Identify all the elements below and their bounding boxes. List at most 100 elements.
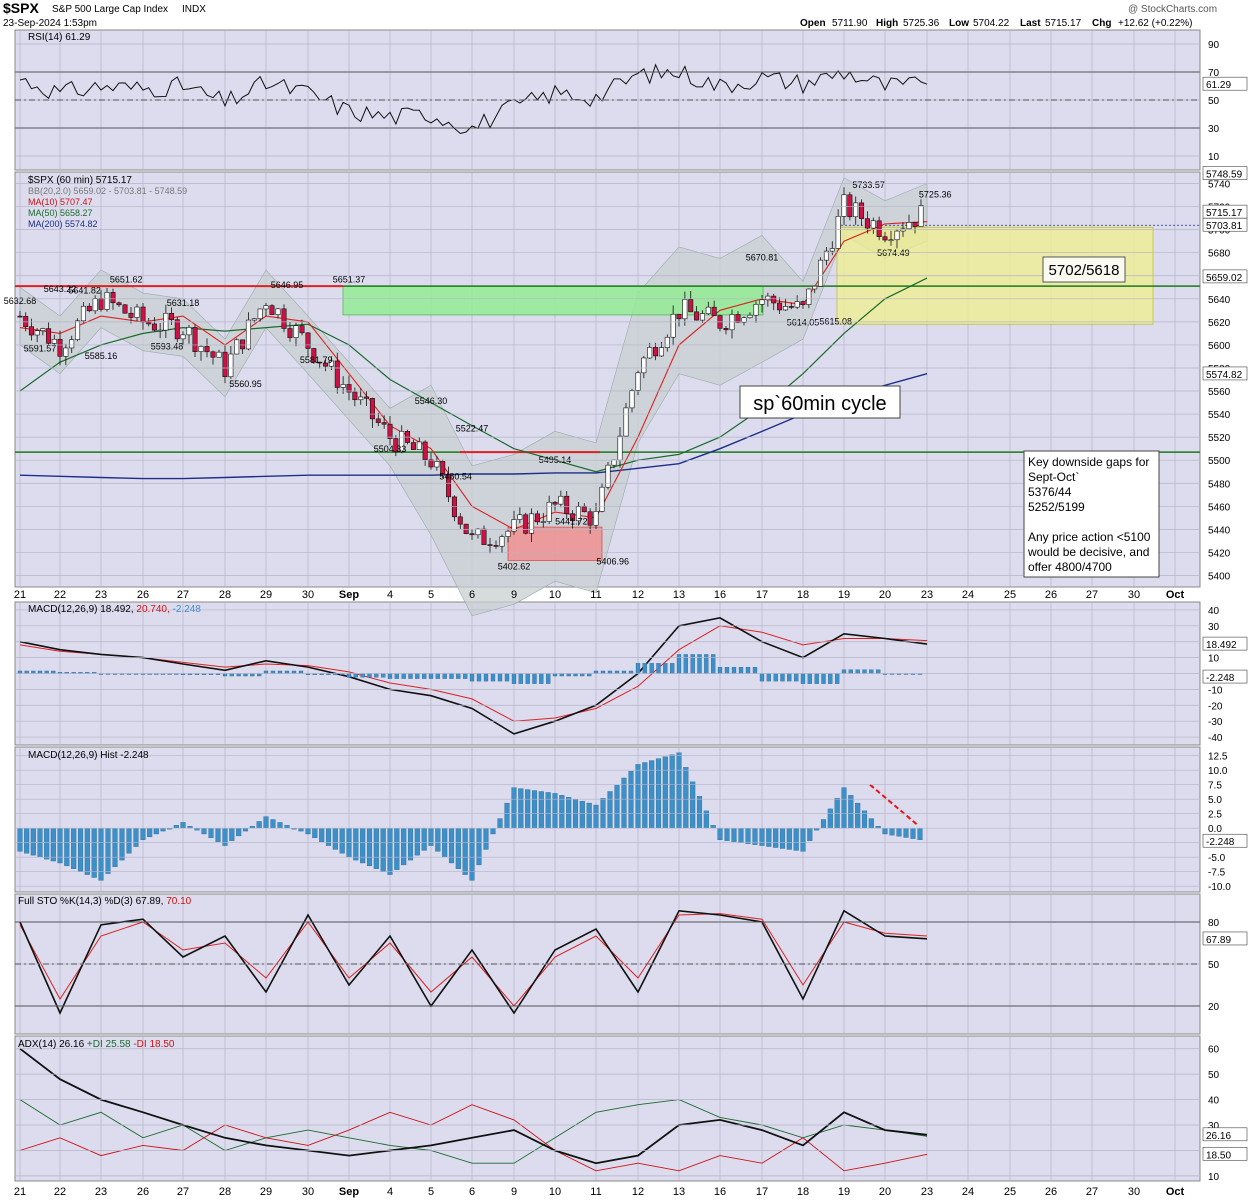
x-label-0-6: 29: [260, 589, 272, 601]
candle-body-67: [410, 442, 416, 450]
macd-series: [17, 617, 928, 735]
candle-body-76: [463, 523, 469, 534]
hist-bar-4-5: [215, 828, 221, 842]
candle-body-123: [741, 317, 747, 323]
x-label-0-26: 27: [1086, 589, 1098, 601]
x-label-1-13: 10: [549, 1186, 561, 1198]
x-label-0-17: 16: [714, 589, 726, 601]
x-label-0-27: 30: [1128, 589, 1140, 601]
svg-text:ADX(14) 26.16 +DI 25.58 -DI 18: ADX(14) 26.16 +DI 25.58 -DI 18.50: [18, 1039, 175, 1050]
candle-body-60: [369, 398, 375, 420]
candle-body-79: [481, 528, 487, 545]
macd-hist-bar-12-0: [511, 673, 517, 684]
tick-rsi-4: 10: [1208, 152, 1220, 163]
price-point-label-1: 5591.57: [24, 344, 57, 354]
candle-body-33: [210, 351, 216, 358]
hist-bar-12-1: [518, 788, 524, 829]
candle-body-145: [870, 220, 876, 229]
x-label-0-18: 17: [756, 589, 768, 601]
macd-hist-bar-15-2: [649, 663, 654, 674]
rsi-series: [19, 63, 928, 135]
hist-bar-16-5: [710, 825, 716, 829]
candle-body-106: [641, 357, 647, 374]
tick-price-16: 5420: [1208, 548, 1231, 559]
candle-body-108: [653, 347, 659, 357]
candle-body-131: [788, 306, 794, 308]
hist-bar-17-1: [724, 828, 730, 841]
macd-hist-bar-10-1: [435, 673, 440, 679]
bb-lower-tag: 5659.02: [1206, 273, 1243, 284]
price-point-label-20: 5670.81: [746, 252, 779, 262]
candle-body-7: [57, 338, 63, 357]
macd-hist-bar-11-1: [476, 673, 482, 682]
candle-body-69: [422, 441, 428, 461]
candle-body-122: [735, 314, 741, 323]
x-label-1-18: 17: [756, 1186, 768, 1198]
candle-body-151: [906, 222, 912, 230]
candle-body-28: [180, 334, 186, 340]
x-label-0-10: 5: [428, 589, 434, 601]
x-label-1-5: 28: [219, 1186, 231, 1198]
tick-rsi-1: 70: [1208, 68, 1220, 79]
candle-body-105: [635, 372, 641, 391]
candle-body-93: [564, 495, 570, 515]
tick-hist-3: 5.0: [1208, 795, 1222, 806]
hist-bar-18-3: [779, 828, 786, 849]
macd-hist-bar-20-3: [862, 669, 867, 674]
macd-hist-bar-5-1: [229, 673, 234, 677]
high-value: 5725.36: [903, 18, 940, 29]
candle-body-115: [694, 311, 700, 321]
hist-bar-1-3: [77, 828, 84, 872]
hist-bar-18-5: [793, 828, 799, 851]
candle-body-81: [493, 545, 499, 547]
candle-body-89: [540, 521, 546, 523]
price-point-label-4: 5585.16: [85, 351, 118, 361]
candle-body-126: [759, 299, 765, 305]
sto-series: [19, 909, 928, 1015]
macd-hist-bar-11-4: [497, 673, 503, 682]
x-label-0-15: 12: [632, 589, 644, 601]
high-label: High: [876, 18, 898, 29]
candle-body-75: [457, 516, 463, 525]
x-label-0-3: 26: [137, 589, 149, 601]
ma50-legend: MA(50) 5658.27: [28, 208, 93, 218]
macd-hist-bar-15-4: [663, 663, 668, 674]
ma200-legend: MA(200) 5574.82: [28, 219, 98, 229]
gap-note-line-3: 5376/44: [1028, 485, 1072, 499]
tick-hist-2: 7.5: [1208, 781, 1222, 792]
hist-bar-13-1: [559, 795, 565, 829]
price-point-label-24: 5674.49: [877, 248, 910, 258]
candle-body-88: [534, 513, 540, 523]
tick-macd-6: -20: [1208, 701, 1223, 712]
x-label-0-8: Sep: [339, 589, 359, 601]
hist-bar-1-2: [71, 828, 77, 869]
x-label-0-11: 6: [469, 589, 475, 601]
bb-upper-tag-box: [1202, 166, 1248, 180]
price-point-label-12: 5504.33: [374, 444, 407, 454]
candle-body-153: [918, 205, 924, 227]
gap-note-box: Key downside gaps for Sept-Oct` 5376/44 …: [1023, 450, 1160, 578]
chg-value: +12.62 (+0.22%): [1118, 18, 1193, 29]
candle-body-23: [151, 323, 157, 331]
tick-price-0: 5740: [1208, 180, 1231, 191]
hist-bar-15-4: [662, 756, 668, 829]
candle-body-73: [446, 474, 452, 498]
macd-hist-bar-12-4: [539, 673, 544, 684]
rsi-value-tag: 61.29: [1206, 80, 1231, 91]
tick-rsi-0: 90: [1208, 40, 1220, 51]
candle-body-24: [157, 329, 163, 332]
candle-body-147: [882, 236, 888, 241]
candle-body-46: [287, 328, 293, 338]
candle-body-107: [647, 347, 653, 359]
hist-bar-7-2: [319, 828, 325, 842]
gap-note-line-8: offer 4800/4700: [1028, 560, 1112, 574]
x-label-1-28: Oct: [1166, 1186, 1185, 1198]
bb-upper-tag: 5748.59: [1206, 170, 1243, 181]
macd-hist-bar-19-5: [835, 673, 840, 684]
last-value: 5715.17: [1045, 18, 1082, 29]
hist-bar-12-5: [545, 792, 551, 829]
macd-hist-bar-5-5: [257, 673, 262, 677]
tick-macd-3: 10: [1208, 654, 1220, 665]
hist-value-tag-box: [1202, 833, 1248, 848]
